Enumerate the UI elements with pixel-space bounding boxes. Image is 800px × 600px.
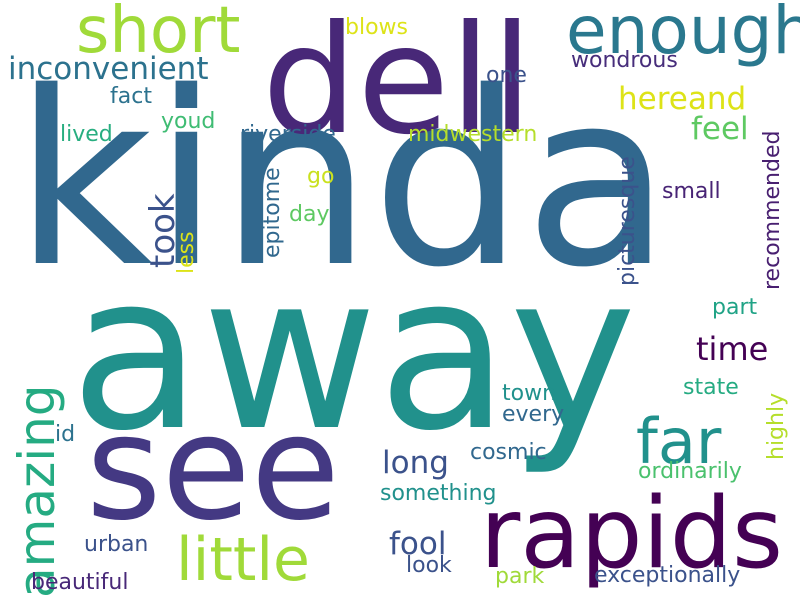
word-epitome: epitome <box>260 167 285 258</box>
word-every: every <box>502 402 565 427</box>
word-feel: feel <box>691 111 749 147</box>
word-urban: urban <box>84 532 149 557</box>
word-see: see <box>86 384 340 553</box>
word-park: park <box>495 564 545 589</box>
word-lived: lived <box>60 122 113 147</box>
word-riverside: riverside <box>240 122 336 147</box>
word-small: small <box>662 179 721 204</box>
word-go: go <box>307 164 335 189</box>
word-part: part <box>712 295 758 320</box>
word-short: short <box>76 0 241 68</box>
word-picturesque: picturesque <box>615 156 640 286</box>
word-something: something <box>380 481 497 506</box>
word-beautiful: beautiful <box>31 570 129 595</box>
word-recommended: recommended <box>760 130 785 290</box>
word-midwestern: midwestern <box>408 122 538 147</box>
word-dell: dell <box>262 0 533 168</box>
word-cosmic: cosmic <box>470 440 547 465</box>
word-ordinarily: ordinarily <box>638 459 742 484</box>
word-away: away <box>70 227 637 478</box>
word-one: one <box>486 63 527 88</box>
word-less: less <box>174 231 199 274</box>
word-wondrous: wondrous <box>571 48 678 73</box>
word-highly: highly <box>764 392 789 460</box>
word-blows: blows <box>345 15 408 40</box>
word-exceptionally: exceptionally <box>594 563 741 588</box>
word-hereand: hereand <box>618 81 747 117</box>
word-town: town <box>502 381 557 406</box>
word-little: little <box>176 525 310 595</box>
word-inconvenient: inconvenient <box>8 51 209 87</box>
word-state: state <box>683 375 739 400</box>
word-enough: enough <box>566 0 800 69</box>
word-time: time <box>696 330 769 368</box>
word-long: long <box>382 445 449 481</box>
word-fool: fool <box>389 526 447 562</box>
word-rapids: rapids <box>480 477 784 591</box>
word-amazing: amazing <box>8 384 66 598</box>
word-fact: fact <box>110 84 152 109</box>
word-far: far <box>636 405 722 478</box>
word-id: id <box>55 422 76 447</box>
word-kinda: kinda <box>14 40 672 320</box>
word-youd: youd <box>161 109 216 134</box>
word-day: day <box>289 202 330 227</box>
word-look: look <box>406 553 452 578</box>
